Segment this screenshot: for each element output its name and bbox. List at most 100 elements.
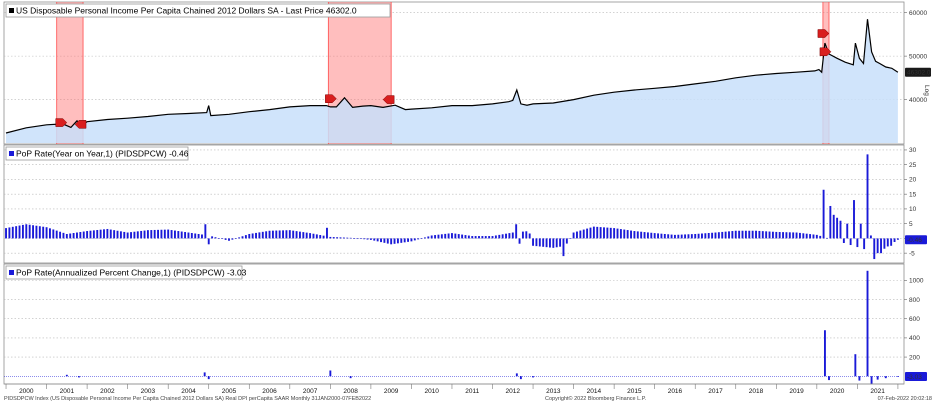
yoy-last-tag-text: -0.46 — [907, 237, 922, 244]
y-tick-label: 50000 — [909, 53, 927, 60]
yoy-bar — [498, 234, 501, 239]
footer-timestamp: 07-Feb-2022 20:02:18 — [878, 396, 932, 402]
price-y-ticks: 40000 50000 60000 — [904, 10, 927, 104]
yoy-bar — [562, 238, 565, 257]
annualized-last-tag-text: -3.03 — [907, 374, 922, 381]
yoy-bar — [643, 232, 646, 239]
x-tick-label: 2011 — [465, 388, 479, 395]
yoy-bar — [285, 230, 288, 239]
x-tick-label: 2010 — [424, 388, 439, 395]
yoy-bar — [484, 236, 487, 239]
yoy-bar — [207, 238, 210, 245]
annualized-bar — [203, 372, 206, 377]
yoy-bar — [150, 230, 153, 239]
yoy-bar — [48, 228, 51, 239]
annualized-bar — [896, 376, 899, 377]
yoy-bar — [883, 238, 886, 249]
y-tick-label: 20 — [909, 177, 917, 184]
yoy-bar — [116, 230, 119, 239]
x-tick-label: 2003 — [141, 388, 156, 395]
yoy-bar — [130, 232, 132, 239]
yoy-bar — [555, 238, 558, 248]
yoy-bar — [778, 232, 781, 239]
yoy-bar — [255, 232, 257, 239]
annualized-bar — [532, 376, 535, 378]
event-marker — [817, 29, 830, 38]
yoy-bar — [505, 233, 507, 239]
yoy-bar — [305, 232, 308, 239]
yoy-bar — [579, 230, 582, 239]
yoy-last-tag-box — [905, 235, 927, 245]
x-tick-label: 2021 — [870, 388, 885, 395]
annualized-legend-box[interactable] — [5, 265, 243, 280]
yoy-bar — [180, 231, 183, 239]
yoy-bar — [153, 229, 156, 239]
yoy-bar — [268, 230, 271, 239]
yoy-bar — [211, 236, 214, 239]
x-tick-label: 2002 — [100, 388, 115, 395]
x-tick-label: 2007 — [303, 388, 318, 395]
yoy-bar — [846, 223, 849, 239]
yoy-bar — [596, 226, 599, 239]
yoy-bar — [876, 238, 879, 254]
yoy-legend-box[interactable] — [5, 146, 189, 161]
last-price-tag: 46302.0 — [905, 67, 931, 77]
yoy-bar — [853, 200, 855, 239]
event-markers — [55, 29, 832, 129]
yoy-bar — [626, 230, 629, 239]
yoy-bar — [576, 231, 578, 239]
yoy-bar — [123, 231, 126, 239]
yoy-bar — [687, 234, 690, 239]
yoy-bar — [589, 227, 592, 239]
yoy-bar — [582, 229, 585, 239]
yoy-bar — [795, 232, 798, 239]
yoy-bar — [32, 225, 35, 239]
yoy-bar — [136, 231, 139, 239]
yoy-bar — [376, 238, 379, 242]
yoy-bar — [488, 236, 491, 239]
x-tick-label: 2017 — [708, 388, 723, 395]
y-tick-label: 800 — [909, 297, 920, 304]
annualized-bar — [854, 354, 857, 377]
price-legend-box[interactable] — [5, 3, 391, 18]
yoy-bar — [538, 238, 541, 247]
yoy-bar — [721, 231, 724, 239]
yoy-bar — [393, 238, 396, 244]
yoy-bar — [565, 238, 568, 244]
yoy-bar — [765, 231, 768, 239]
price-legend-text: US Disposable Personal Income Per Capita… — [16, 6, 357, 16]
x-tick-label: 2005 — [222, 388, 237, 395]
annualized-bar — [515, 373, 518, 377]
yoy-bar — [113, 230, 116, 239]
yoy-bar — [96, 230, 99, 239]
yoy-bar — [140, 230, 143, 239]
yoy-bar — [265, 231, 268, 239]
yoy-bar — [704, 233, 707, 239]
yoy-bar — [52, 229, 55, 239]
yoy-bar — [288, 230, 291, 239]
event-marker — [382, 95, 395, 104]
yoy-bar — [76, 232, 78, 239]
x-tick-label: 2000 — [19, 388, 34, 395]
log-scale-label: Log — [923, 85, 930, 96]
yoy-legend-text: PoP Rate(Year on Year,1) (PIDSDPCW) -0.4… — [16, 149, 189, 159]
yoy-bar — [261, 231, 264, 239]
yoy-bar — [11, 226, 14, 239]
yoy-bar — [812, 234, 815, 239]
yoy-bar — [856, 238, 859, 248]
footer-description: PIDSDPCW Index (US Disposable Personal I… — [4, 396, 371, 402]
yoy-bar — [366, 238, 369, 240]
yoy-bar — [619, 229, 622, 239]
yoy-bar — [62, 232, 65, 239]
yoy-bar — [383, 238, 386, 243]
yoy-bar — [609, 227, 612, 239]
yoy-bar — [326, 227, 328, 239]
yoy-bar — [660, 233, 663, 239]
yoy-bar — [69, 233, 72, 239]
y-tick-label: -5 — [909, 250, 915, 257]
annualized-bar — [78, 376, 80, 378]
annualized-bar — [866, 270, 869, 377]
yoy-bar — [792, 232, 795, 239]
